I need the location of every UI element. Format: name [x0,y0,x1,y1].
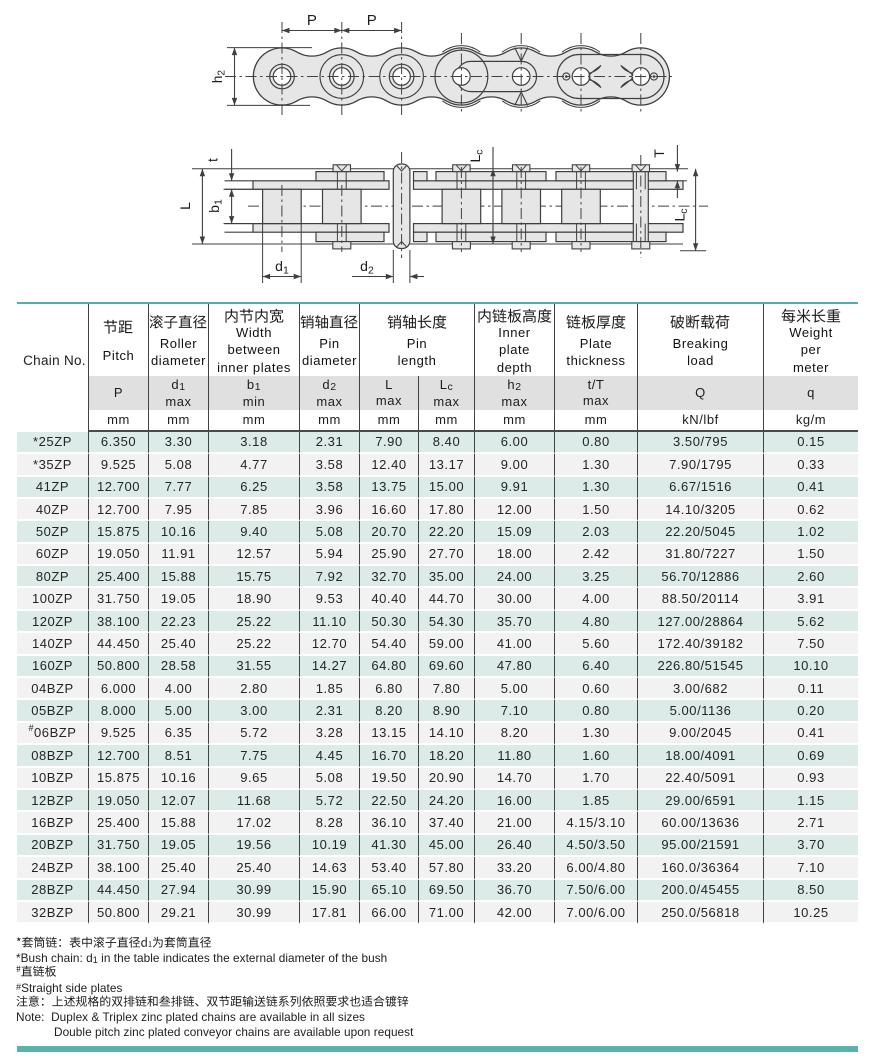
svg-text:P: P [307,12,317,29]
svg-text:h2: h2 [210,70,228,84]
svg-text:d2: d2 [360,258,374,277]
svg-text:t: t [205,158,221,162]
svg-text:Lc: Lc [467,149,486,162]
svg-text:P: P [367,12,377,29]
svg-text:Lc: Lc [672,208,691,221]
svg-text:T: T [651,149,667,158]
svg-text:d1: d1 [275,258,289,277]
svg-text:L: L [177,202,193,210]
svg-text:b1: b1 [206,199,225,213]
